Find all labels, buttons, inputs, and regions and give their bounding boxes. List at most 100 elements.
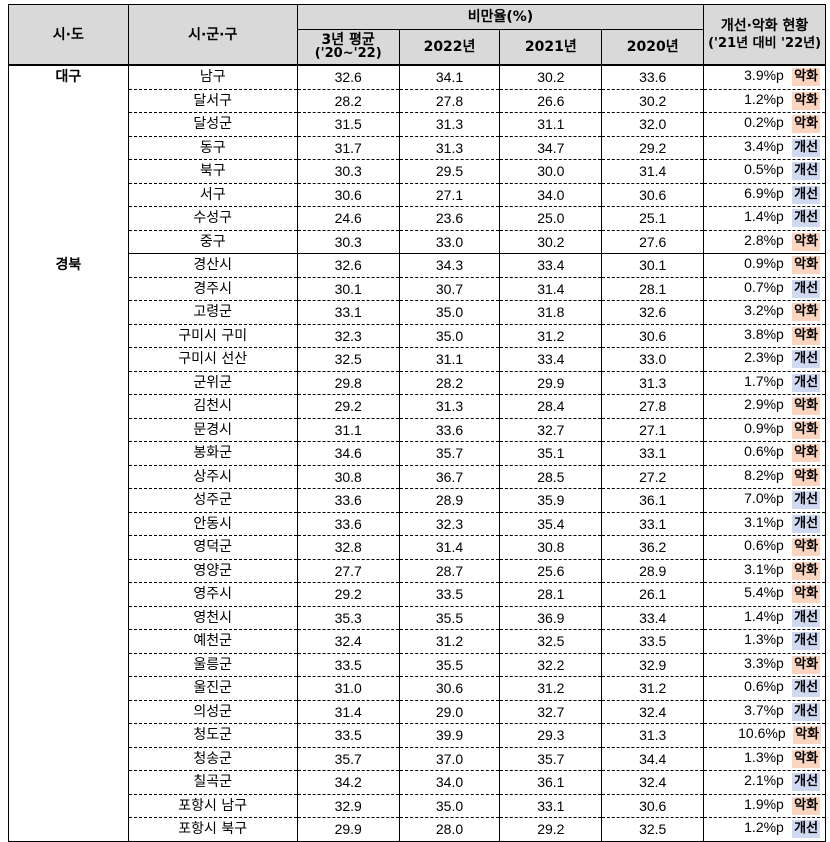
y2021-cell: 26.6 [499,89,603,113]
y2021-cell: 31.1 [499,112,603,137]
change-value: 3.2%p [744,302,784,319]
avg3-cell: 27.7 [296,559,400,583]
y2022-cell: 33.6 [398,418,501,442]
header-obesity-group: 비만율(%) [296,4,705,30]
table-row: 대구 남구 32.6 34.1 30.2 33.6 3.9%p 악화 [8,65,826,254]
y2022-cell: 31.3 [398,136,501,160]
change-value: 0.6%p [744,443,784,460]
district-cell: 군위군 [127,371,298,395]
status-badge: 악화 [792,256,821,275]
status-cell: 0.6%p 개선 [703,676,826,701]
header-avg3-title: 3년 평균 [321,32,375,48]
table-row: 포항시 남구 32.9 35.0 33.1 30.6 1.9%p 악화 [9,794,826,818]
y2021-cell: 32.2 [499,653,603,677]
change-value: 5.4%p [744,584,784,601]
avg3-cell: 29.2 [296,394,400,419]
status-cell: 1.3%p 개선 [703,629,826,654]
district-cell: 구미시 구미 [127,324,298,348]
district-cell: 영주시 [127,582,298,607]
avg3-cell: 33.6 [296,512,400,536]
table-row: 포항시 북구 29.9 28.0 29.2 32.5 1.2%p 개선 [9,817,826,842]
y2022-cell: 31.2 [398,629,501,654]
y2021-cell: 30.8 [499,535,603,560]
status-badge: 악화 [792,444,821,463]
y2022-cell: 35.0 [398,794,501,818]
y2021-cell: 29.2 [499,817,603,842]
change-value: 3.3%p [744,654,784,671]
change-value: 8.2%p [744,466,784,483]
change-value: 1.3%p [744,748,784,765]
status-cell: 0.7%p 개선 [703,277,826,301]
status-cell: 6.9%p 개선 [703,183,826,207]
table-row: 달성군 31.5 31.3 31.1 32.0 0.2%p 악화 [9,112,826,137]
avg3-cell: 32.3 [296,324,400,348]
y2022-cell: 28.2 [398,371,501,395]
status-badge: 악화 [792,538,821,557]
change-value: 1.2%p [744,819,784,836]
avg3-cell: 32.6 [296,253,400,278]
table-row: 봉화군 34.6 35.7 35.1 33.1 0.6%p 악화 [9,441,826,466]
header-avg3: 3년 평균 ('20~'22) [296,29,400,66]
avg3-cell: 35.3 [296,606,400,630]
table-row: 예천군 32.4 31.2 32.5 33.5 1.3%p 개선 [9,629,826,654]
change-value: 0.6%p [744,537,784,554]
status-cell: 0.6%p 악화 [703,441,826,466]
avg3-cell: 31.4 [296,700,400,724]
header-district: 시·군·구 [127,4,298,66]
y2021-cell: 34.0 [499,183,603,207]
y2022-cell: 30.7 [398,277,501,301]
change-value: 7.0%p [744,490,784,507]
avg3-cell: 24.6 [296,206,400,231]
y2022-cell: 39.9 [398,723,501,748]
status-badge: 개선 [792,773,821,792]
header-status: 개선·악화 현황 ('21년 대비 '22년) [703,4,826,66]
avg3-cell: 32.5 [296,347,400,372]
status-badge: 개선 [792,632,821,651]
y2022-cell: 35.5 [398,653,501,677]
change-value: 3.8%p [744,325,784,342]
status-cell: 0.9%p 악화 [703,418,826,442]
avg3-cell: 33.5 [296,723,400,748]
y2022-cell: 35.7 [398,441,501,466]
y2020-cell: 27.2 [601,465,705,489]
avg3-cell: 35.7 [296,747,400,771]
y2022-cell: 36.7 [398,465,501,489]
change-value: 0.6%p [744,678,784,695]
district-cell: 달서구 [127,89,298,113]
avg3-cell: 31.0 [296,676,400,701]
change-value: 1.9%p [744,795,784,812]
status-badge: 개선 [792,209,821,228]
y2021-cell: 30.2 [499,65,603,90]
y2022-cell: 35.0 [398,300,501,325]
status-cell: 1.2%p 악화 [703,89,826,113]
status-cell: 2.1%p 개선 [703,770,826,795]
y2020-cell: 30.2 [601,89,705,113]
table-row: 상주시 30.8 36.7 28.5 27.2 8.2%p 악화 [9,465,826,489]
change-value: 1.4%p [744,607,784,624]
status-badge: 악화 [792,420,821,439]
district-cell: 의성군 [127,700,298,724]
header-status-title: 개선·악화 현황 [720,18,809,34]
table-row: 서구 30.6 27.1 34.0 30.6 6.9%p 개선 [9,183,826,207]
table-row: 영양군 27.7 28.7 25.6 28.9 3.1%p 악화 [9,559,826,583]
y2021-cell: 35.4 [499,512,603,536]
district-cell: 울진군 [127,676,298,701]
y2022-cell: 35.5 [398,606,501,630]
table-row: 구미시 구미 32.3 35.0 31.2 30.6 3.8%p 악화 [9,324,826,348]
avg3-cell: 34.6 [296,441,400,466]
avg3-cell: 30.3 [296,230,400,254]
status-badge: 악화 [792,561,821,580]
district-cell: 서구 [127,183,298,207]
district-cell: 포항시 북구 [127,817,298,842]
table-row: 중구 30.3 33.0 30.2 27.6 2.8%p 악화 [9,230,826,254]
status-badge: 악화 [792,326,821,345]
avg3-cell: 32.4 [296,629,400,654]
status-badge: 악화 [792,585,821,604]
status-cell: 0.9%p 악화 [703,253,826,278]
status-badge: 악화 [793,726,822,745]
status-cell: 2.8%p 악화 [703,230,826,254]
status-cell: 3.7%p 개선 [703,700,826,724]
table-row: 경주시 30.1 30.7 31.4 28.1 0.7%p 개선 [9,277,826,301]
change-value: 0.9%p [744,255,784,272]
table-row: 성주군 33.6 28.9 35.9 36.1 7.0%p 개선 [9,488,826,513]
